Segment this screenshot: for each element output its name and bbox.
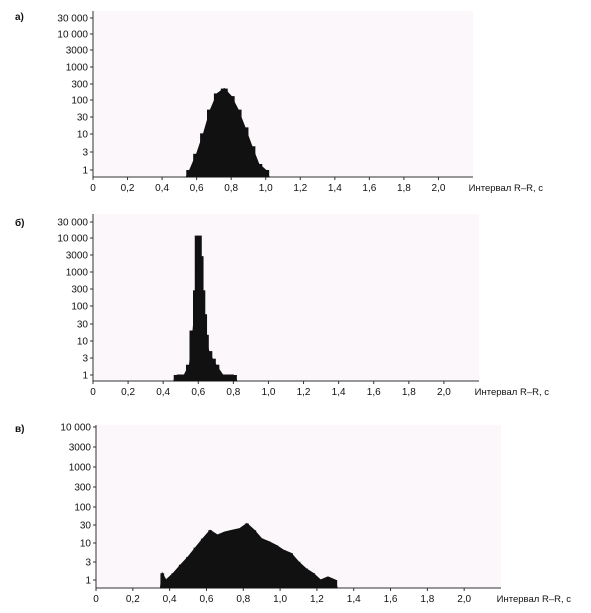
- y-tick-label: 10: [77, 130, 89, 141]
- x-tick-label: 1,6: [362, 183, 376, 194]
- y-tick-label: 300: [71, 80, 88, 91]
- x-tick-label: 1,4: [347, 594, 361, 605]
- y-tick-label: 100: [71, 302, 88, 313]
- x-tick-label: 1,8: [397, 183, 411, 194]
- y-tick-label: 3000: [66, 46, 89, 57]
- y-tick-label: 100: [74, 503, 91, 514]
- x-tick-label: 2,0: [437, 387, 451, 398]
- histogram-silhouette: [172, 235, 238, 382]
- y-tick-label: 1: [85, 576, 91, 587]
- y-tick-label: 30: [80, 521, 92, 532]
- x-tick-label: 1,4: [332, 387, 346, 398]
- x-tick-label: 1,6: [384, 594, 398, 605]
- x-tick-label: 1,4: [328, 183, 342, 194]
- x-tick-label: 0,4: [155, 183, 169, 194]
- x-tick-label: 0,4: [163, 594, 177, 605]
- x-tick-label: 1,2: [293, 183, 307, 194]
- y-tick-label: 10 000: [60, 423, 91, 434]
- y-tick-label: 1000: [69, 463, 92, 474]
- x-tick-label: 0: [90, 183, 96, 194]
- y-tick-label: 300: [74, 483, 91, 494]
- x-tick-label: 1,2: [310, 594, 324, 605]
- x-tick-label: 0,4: [156, 387, 170, 398]
- y-tick-label: 3000: [69, 443, 92, 454]
- x-axis-title: Интервал R–R, с: [475, 387, 550, 398]
- y-tick-label: 3: [82, 148, 88, 159]
- plot-area: [93, 11, 473, 177]
- panel-label: в): [15, 424, 24, 435]
- y-tick-label: 30: [77, 113, 89, 124]
- x-axis-title: Интервал R–R, с: [497, 594, 572, 605]
- x-tick-label: 0,8: [224, 183, 238, 194]
- y-tick-label: 1000: [66, 63, 89, 74]
- panel-label: а): [15, 12, 24, 23]
- y-tick-label: 3000: [66, 251, 89, 262]
- x-axis-title: Интервал R–R, с: [469, 183, 544, 194]
- panel-label: б): [15, 217, 25, 229]
- y-tick-label: 1000: [66, 268, 89, 279]
- x-tick-label: 2,0: [457, 594, 471, 605]
- x-tick-label: 2,0: [432, 183, 446, 194]
- y-tick-label: 3: [82, 354, 88, 365]
- x-tick-label: 0,2: [121, 183, 135, 194]
- x-tick-label: 0,6: [191, 387, 205, 398]
- x-tick-label: 1,2: [297, 387, 311, 398]
- histogram-silhouette: [185, 87, 270, 178]
- x-tick-label: 1,0: [259, 183, 273, 194]
- y-tick-label: 30 000: [57, 218, 88, 229]
- histogram-silhouette: [159, 522, 338, 589]
- x-tick-label: 1,0: [262, 387, 276, 398]
- y-tick-label: 100: [71, 96, 88, 107]
- chart-panel-1: а) 30 000 10 000 3000 1000 300 100 30 10 3 10 0,2 0,…: [15, 11, 543, 194]
- y-tick-label: 1: [82, 166, 88, 177]
- y-tick-label: 10: [80, 539, 92, 550]
- plot-area: [96, 425, 501, 588]
- chart-panel-3: в) 10 000 3000 1000 300 100 30 10 3 10 0,2 0,4 0,6 0,…: [15, 423, 571, 606]
- y-tick-label: 10 000: [57, 234, 88, 245]
- x-tick-label: 1,8: [402, 387, 416, 398]
- x-tick-label: 0,6: [200, 594, 214, 605]
- y-tick-label: 10: [77, 337, 89, 348]
- x-tick-label: 0: [90, 387, 96, 398]
- y-tick-label: 30 000: [57, 14, 88, 25]
- x-tick-label: 0: [93, 594, 99, 605]
- x-tick-label: 0,6: [190, 183, 204, 194]
- x-tick-label: 1,0: [273, 594, 287, 605]
- x-tick-label: 1,6: [367, 387, 381, 398]
- y-tick-label: 3: [85, 558, 91, 569]
- x-tick-label: 1,8: [420, 594, 434, 605]
- y-tick-label: 10 000: [57, 30, 88, 41]
- y-tick-label: 30: [77, 320, 89, 331]
- y-tick-label: 300: [71, 285, 88, 296]
- plot-area: [93, 214, 479, 381]
- x-tick-label: 0,8: [226, 387, 240, 398]
- x-tick-label: 0,2: [126, 594, 140, 605]
- y-tick-label: 1: [82, 371, 88, 382]
- x-tick-label: 0,2: [121, 387, 135, 398]
- x-tick-label: 0,8: [236, 594, 250, 605]
- chart-panel-2: б) 30 000 10 000 3000 1000 300 100 30 10 3 10 0,2 0,…: [15, 214, 549, 398]
